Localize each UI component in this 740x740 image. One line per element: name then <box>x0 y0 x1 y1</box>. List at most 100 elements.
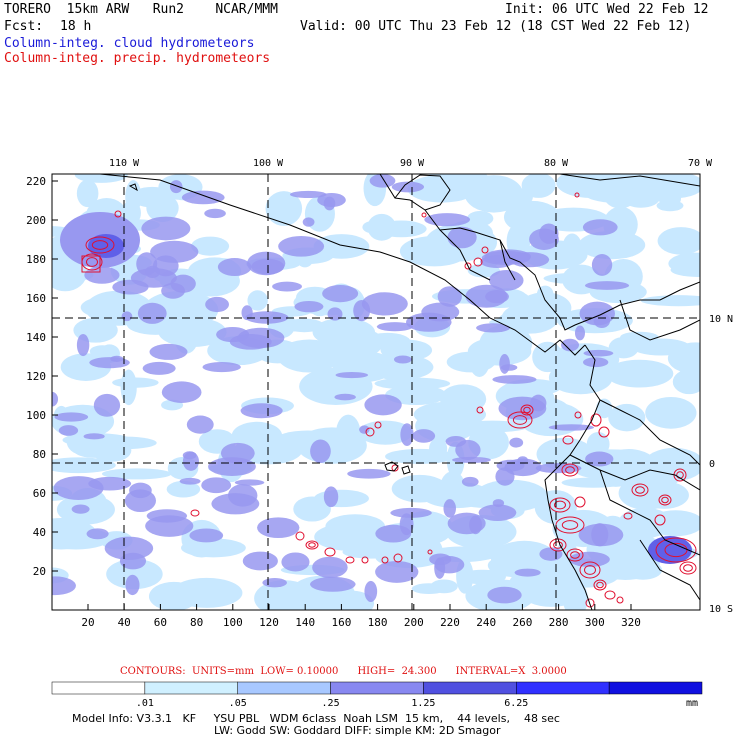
x-tick-label: 200 <box>404 616 424 629</box>
cloud-blob-light <box>667 342 700 375</box>
cloud-blob-mid <box>391 181 425 193</box>
cloud-blob-mid <box>179 477 201 485</box>
cloud-blob-mid <box>327 307 343 321</box>
cloud-blob-light <box>452 487 519 508</box>
cloud-blob-light <box>548 360 613 395</box>
precip-contour <box>523 406 531 414</box>
cloud-blob-mid <box>375 560 419 583</box>
precip-contour <box>481 246 489 254</box>
precip-contour <box>574 192 580 198</box>
precip-contour <box>616 596 624 604</box>
cloud-blob-mid <box>204 208 226 219</box>
cloud-blob-mid <box>76 333 90 357</box>
cloud-blob-mid <box>361 292 408 316</box>
cloud-blob-mid <box>289 190 327 199</box>
precip-contour <box>549 497 571 513</box>
cloud-blob-mid <box>310 576 356 592</box>
cloud-blob-mid <box>322 284 359 303</box>
cloud-blob-mid <box>574 325 585 341</box>
cloud-blob-mid <box>591 254 613 276</box>
cloud-blob-light <box>314 522 390 552</box>
precip-contour <box>631 483 649 497</box>
cloud-blob-mid <box>334 393 356 401</box>
cloud-blob-mid <box>112 279 149 295</box>
y-tick-label: 220 <box>26 175 46 188</box>
cloud-blob-light <box>668 252 700 275</box>
cloud-blob-mid <box>376 322 414 332</box>
x-tick-label: 260 <box>512 616 532 629</box>
cloud-blob-light <box>596 398 613 419</box>
precip-contour <box>553 541 563 549</box>
precip-contour <box>421 212 427 218</box>
cloud-blob-mid <box>71 504 90 514</box>
y-tick-label: 100 <box>26 409 46 422</box>
cloud-blob-mid <box>201 477 232 494</box>
init-time: Init: 06 UTC Wed 22 Feb 12 <box>505 2 709 17</box>
colorbar-label: 1.25 <box>411 698 435 709</box>
cloud-blob-dark <box>88 234 124 258</box>
precip-contour <box>520 404 534 416</box>
cloud-blob-mid <box>234 479 265 486</box>
precip-contour <box>365 427 375 437</box>
cloud-blob-light <box>600 449 658 483</box>
cloud-blob-mid <box>465 284 508 308</box>
cloud-field <box>52 174 700 610</box>
precip-contour <box>81 255 101 273</box>
cloud-blob-mid <box>499 353 510 374</box>
cloud-blob-light <box>62 433 131 447</box>
precip-contour <box>655 537 697 563</box>
cloud-blob-light <box>645 396 697 429</box>
cloud-blob-mid <box>237 327 285 349</box>
latitude-label: 0 <box>709 459 715 470</box>
cloud-blob-mid <box>262 578 287 588</box>
cloud-blob-mid <box>182 451 199 471</box>
colorbar-label: .05 <box>229 698 247 709</box>
cloud-blob-mid <box>393 355 412 364</box>
x-tick-label: 160 <box>331 616 351 629</box>
colorbar-swatch <box>144 681 238 695</box>
cloud-blob-mid <box>240 403 283 419</box>
cloud-blob-mid <box>161 381 202 403</box>
x-tick-label: 120 <box>259 616 279 629</box>
cloud-blob-mid <box>247 251 286 276</box>
x-tick-label: 140 <box>295 616 315 629</box>
contours-info: CONTOURS: UNITS=mm LOW= 0.10000 HIGH= 24… <box>120 666 567 677</box>
longitude-label: 80 W <box>544 158 569 169</box>
longitude-label: 90 W <box>400 158 425 169</box>
precip-contour <box>305 540 319 550</box>
precip-contour <box>308 542 316 548</box>
field-cloud-title: Column-integ. cloud hydrometeors <box>4 36 255 51</box>
precip-contour <box>381 556 389 564</box>
precip-contour <box>661 496 669 504</box>
cloud-blob-mid <box>364 394 402 416</box>
cloud-blob-light <box>411 583 447 595</box>
precip-contour <box>585 598 595 608</box>
longitude-label: 70 W <box>688 158 713 169</box>
precip-contour <box>374 421 382 429</box>
cloud-blob-mid <box>561 338 579 352</box>
y-tick-label: 20 <box>33 565 46 578</box>
cloud-blob-mid <box>364 580 378 603</box>
cloud-blob-mid <box>86 528 109 540</box>
cloud-blob-mid <box>146 509 188 523</box>
valid-time: Valid: 00 UTC Thu 23 Feb 12 (18 CST Wed … <box>300 19 692 34</box>
cloud-blob-mid <box>492 499 505 508</box>
cloud-blob-mid <box>257 517 300 539</box>
cloud-blob-mid <box>583 349 614 357</box>
x-tick-label: 100 <box>223 616 243 629</box>
cloud-blob-mid <box>591 523 609 547</box>
precip-contour <box>190 509 200 517</box>
x-tick-label: 40 <box>118 616 131 629</box>
cloud-blob-mid <box>149 343 188 360</box>
cloud-blob-mid <box>476 323 511 333</box>
cloud-blob-mid <box>323 486 339 508</box>
cloud-blob-light <box>429 437 448 460</box>
cloud-blob-light <box>274 430 342 451</box>
cloud-blob-mid <box>52 391 59 407</box>
precip-contour <box>427 549 433 555</box>
cloud-blob-light <box>605 359 674 388</box>
precip-contour <box>574 411 582 419</box>
cloud-blob-light <box>166 480 201 498</box>
cloud-blob-light <box>604 184 637 209</box>
